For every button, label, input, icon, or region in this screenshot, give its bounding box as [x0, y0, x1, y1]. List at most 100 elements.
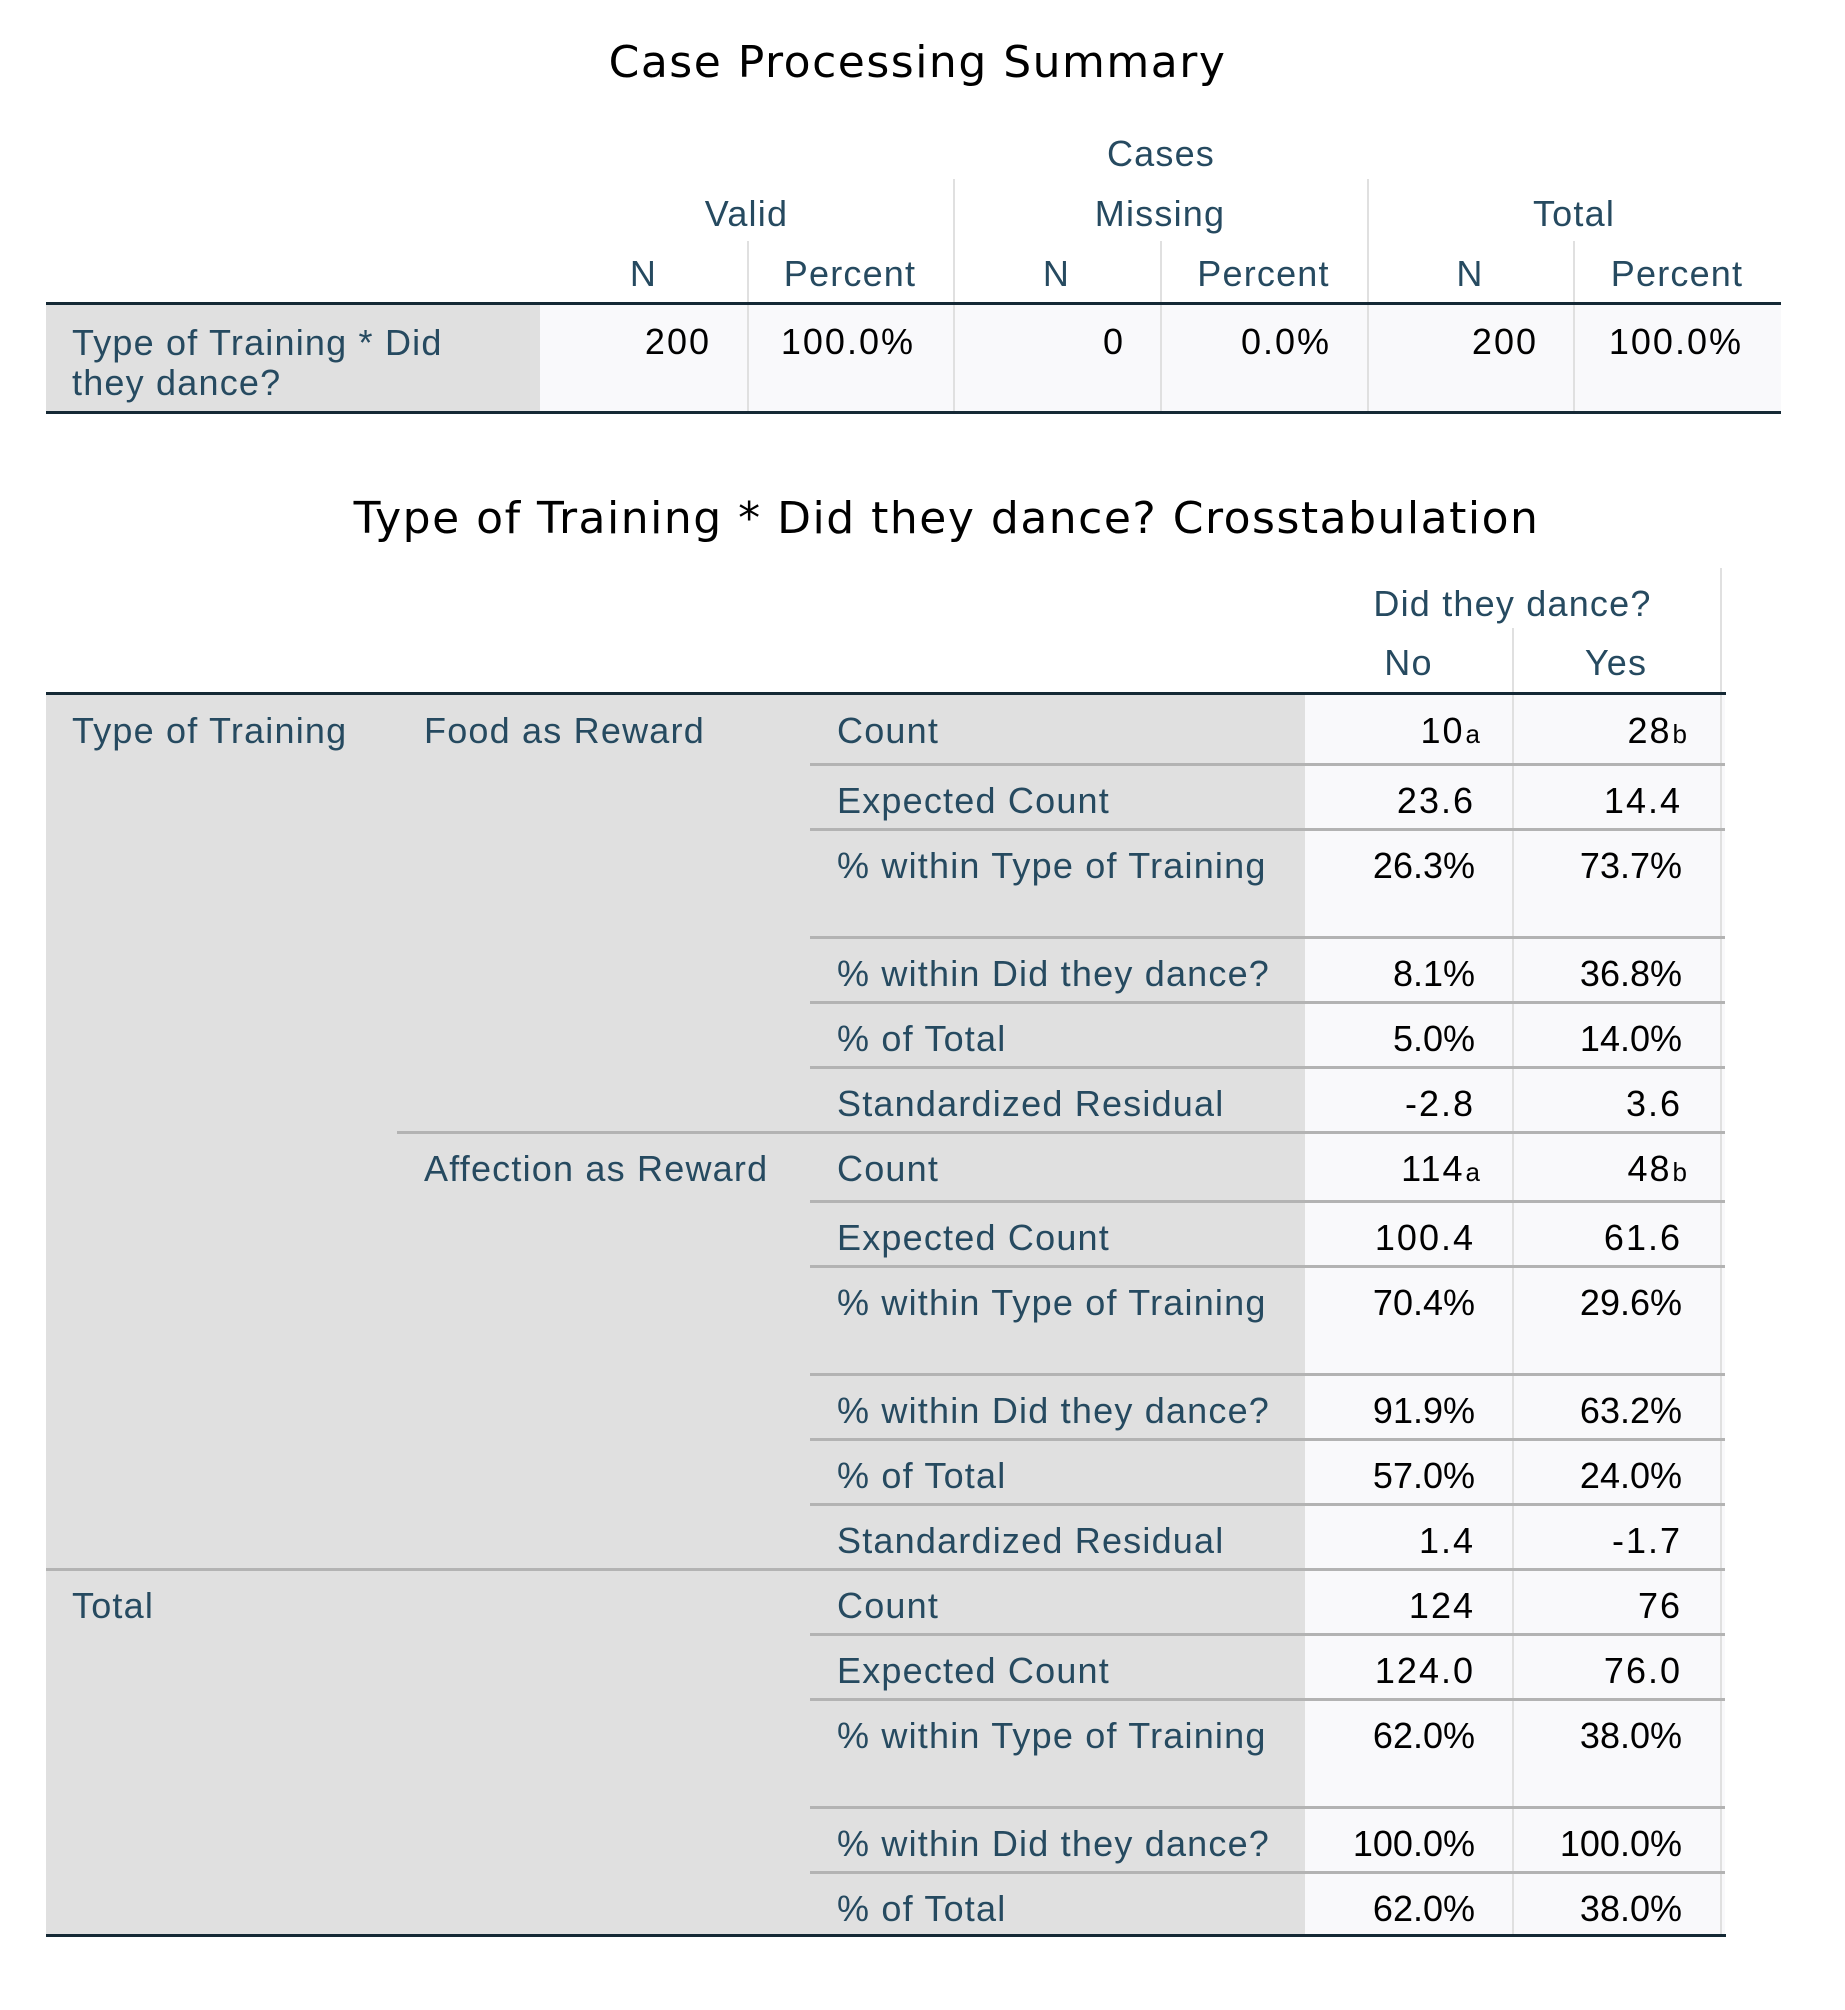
row-divider: [810, 1200, 1725, 1203]
stat-label: % of Total: [837, 1018, 1007, 1059]
divider: [1160, 305, 1162, 412]
row-divider: [810, 936, 1725, 939]
col-header-percent: Percent: [1610, 253, 1744, 294]
cell-yes: 36.8%: [1579, 953, 1682, 994]
cell-yes: 61.6: [1603, 1217, 1682, 1258]
cell-yes: 73.7%: [1579, 845, 1682, 886]
cell-yes: 76.0: [1603, 1650, 1682, 1691]
row-divider: [810, 1066, 1725, 1069]
divider: [953, 305, 955, 412]
cell-no: 100.0%: [1352, 1823, 1475, 1864]
stat-label: Expected Count: [837, 780, 1110, 821]
cell-no: 23.6: [1396, 780, 1475, 821]
cell-no: 26.3%: [1372, 845, 1475, 886]
total-n-value: 200: [1471, 321, 1538, 362]
stat-label: Count: [837, 710, 940, 751]
crosstab-title: Type of Training * Did they dance? Cross…: [353, 493, 1540, 544]
cell-yes: 100.0%: [1559, 1823, 1682, 1864]
data-area: [1305, 694, 1725, 1935]
row-divider: [810, 1265, 1725, 1268]
col-header-n: N: [1456, 253, 1484, 294]
total-divider: [46, 1568, 1725, 1571]
missing-percent-value: 0.0%: [1240, 321, 1331, 362]
cell-yes: 76: [1637, 1585, 1682, 1626]
divider: [953, 179, 955, 412]
valid-percent-value: 100.0%: [780, 321, 915, 362]
row-divider: [810, 1806, 1725, 1809]
divider: [1512, 628, 1514, 693]
cell-no: 91.9%: [1372, 1390, 1475, 1431]
case-processing-summary-title: Case Processing Summary: [608, 37, 1227, 88]
cell-no: 70.4%: [1372, 1282, 1475, 1323]
cell-yes: 14.0%: [1579, 1018, 1682, 1059]
cell-yes: 48b: [1627, 1148, 1687, 1189]
cell-yes: 24.0%: [1579, 1455, 1682, 1496]
col-header-n: N: [629, 253, 658, 294]
cell-no: -2.8: [1404, 1083, 1475, 1124]
total-label: Total: [72, 1585, 155, 1626]
stat-label: % of Total: [837, 1888, 1007, 1929]
cell-yes: 29.6%: [1579, 1282, 1682, 1323]
cell-no: 10a: [1420, 710, 1480, 751]
cell-no: 62.0%: [1372, 1715, 1475, 1756]
row-divider: [810, 1871, 1725, 1874]
cell-yes: 3.6: [1625, 1083, 1682, 1124]
stat-label: Count: [837, 1585, 940, 1626]
valid-n-value: 200: [644, 321, 711, 362]
row-label: Type of Training * Did they dance?: [72, 323, 443, 403]
stat-label: Count: [837, 1148, 940, 1189]
cell-no: 8.1%: [1392, 953, 1475, 994]
cell-yes: 63.2%: [1579, 1390, 1682, 1431]
col-header-n: N: [1042, 253, 1071, 294]
row-divider: [810, 763, 1725, 766]
header-rule: [46, 692, 1726, 695]
total-percent-value: 100.0%: [1608, 321, 1743, 362]
stat-label: % within Did they dance?: [837, 1390, 1271, 1431]
row-label-line: Type of Training * Did: [72, 322, 443, 363]
stat-label: % within Did they dance?: [837, 953, 1271, 994]
row-divider: [810, 1503, 1725, 1506]
cell-no: 62.0%: [1372, 1888, 1475, 1929]
row-divider: [810, 1633, 1725, 1636]
row-divider: [810, 828, 1725, 831]
group-header-missing: Missing: [1094, 193, 1226, 234]
cell-no: 1.4: [1418, 1520, 1475, 1561]
cell-no: 114a: [1401, 1148, 1480, 1189]
stat-label: Standardized Residual: [837, 1083, 1225, 1124]
row-variable-label: Type of Training: [72, 710, 348, 751]
cell-yes: 38.0%: [1579, 1888, 1682, 1929]
divider: [1573, 305, 1575, 412]
group-divider: [397, 1131, 1725, 1134]
col-header-yes: Yes: [1584, 642, 1648, 683]
cases-header: Cases: [1106, 133, 1216, 174]
cell-yes: 14.4: [1603, 780, 1682, 821]
divider: [1720, 568, 1722, 693]
stat-label: % within Type of Training: [837, 1282, 1267, 1323]
stat-label: % within Type of Training: [837, 845, 1267, 886]
stat-label: Expected Count: [837, 1217, 1110, 1258]
row-divider: [810, 1438, 1725, 1441]
stat-label: Expected Count: [837, 1650, 1110, 1691]
row-label-area: [46, 694, 1306, 1935]
missing-n-value: 0: [1102, 321, 1125, 362]
cell-no: 5.0%: [1392, 1018, 1475, 1059]
stat-label: % within Type of Training: [837, 1715, 1267, 1756]
divider: [1720, 694, 1722, 1935]
group-label-food: Food as Reward: [424, 710, 705, 751]
col-header-percent: Percent: [783, 253, 917, 294]
divider: [747, 305, 749, 412]
stat-label: Standardized Residual: [837, 1520, 1225, 1561]
cell-yes: 38.0%: [1579, 1715, 1682, 1756]
bottom-rule: [46, 1934, 1726, 1937]
row-label-cell: [46, 305, 540, 412]
stat-label: % of Total: [837, 1455, 1007, 1496]
col-header-no: No: [1384, 642, 1433, 683]
divider: [1512, 694, 1514, 1935]
row-divider: [810, 1698, 1725, 1701]
stat-label: % within Did they dance?: [837, 1823, 1271, 1864]
header-rule: [46, 302, 1781, 305]
cell-no: 124: [1408, 1585, 1475, 1626]
cell-no: 124.0: [1374, 1650, 1475, 1691]
cell-no: 57.0%: [1372, 1455, 1475, 1496]
row-divider: [810, 1001, 1725, 1004]
